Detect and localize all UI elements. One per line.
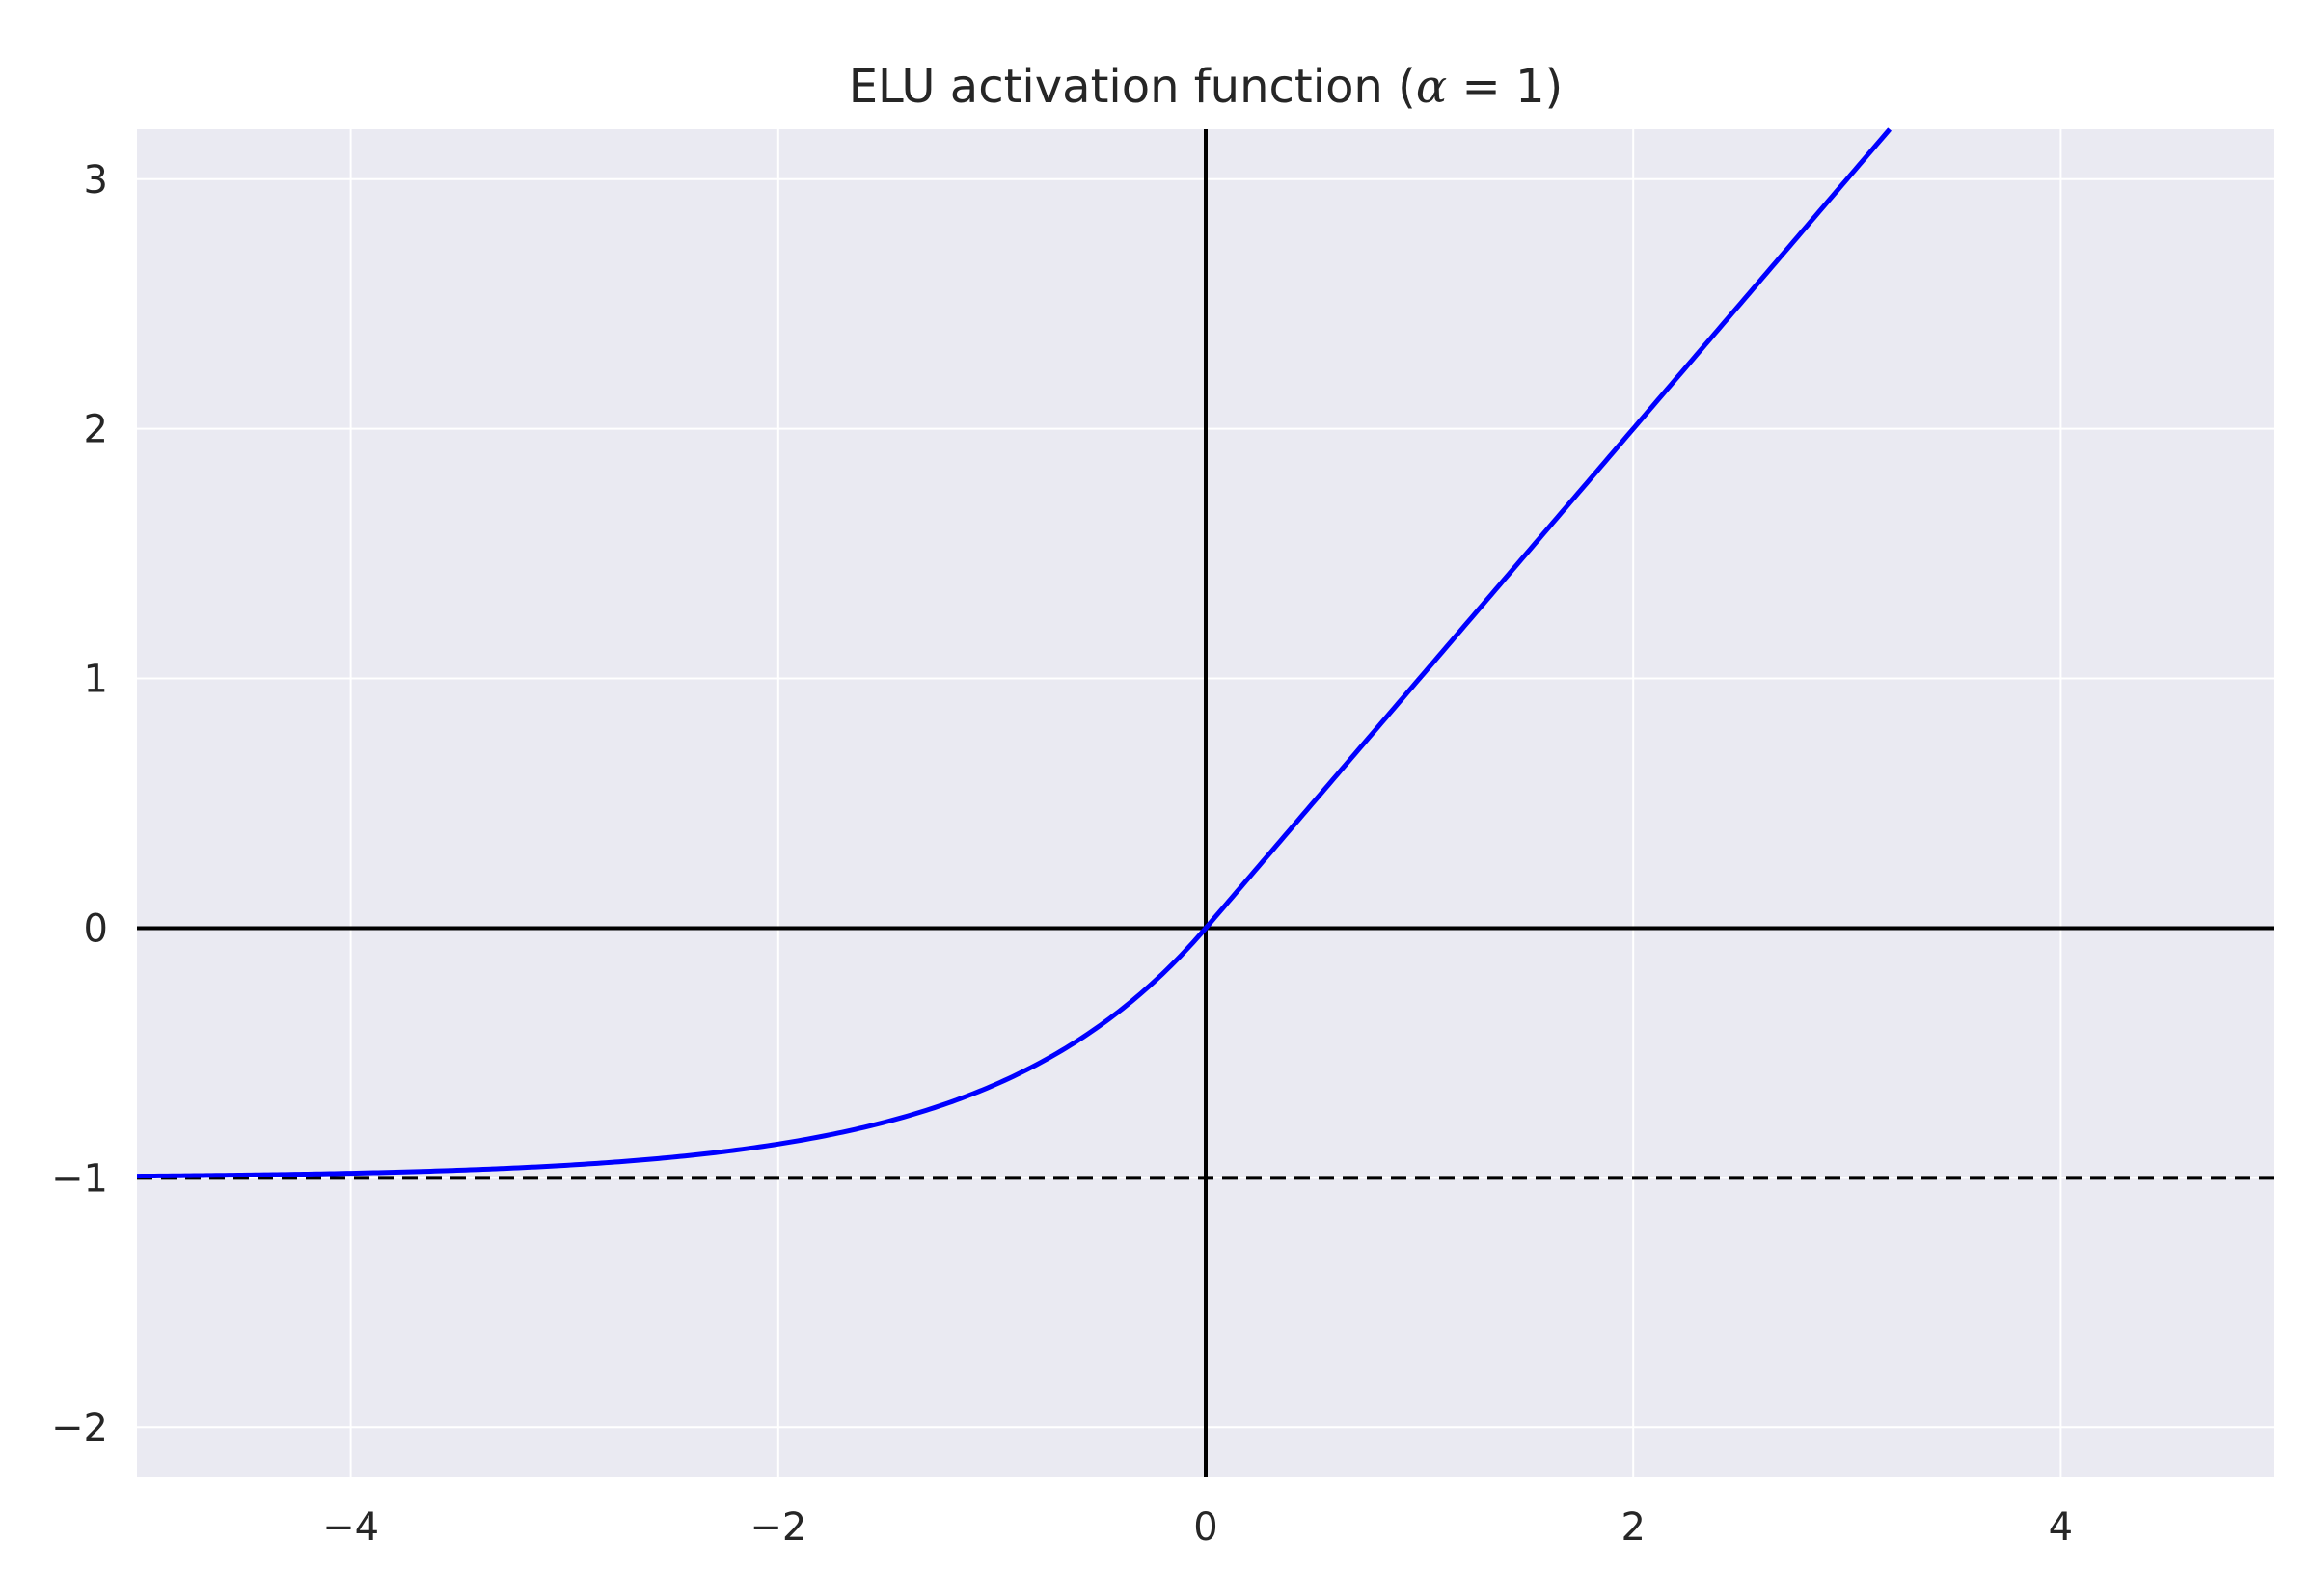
y-tick-label-3: 1	[84, 658, 108, 702]
chart-title-alpha: α	[1416, 60, 1447, 114]
y-tick-label-0: −2	[51, 1406, 108, 1450]
x-tick-label-0: −4	[322, 1505, 379, 1550]
x-tick-label-1: −2	[749, 1505, 806, 1550]
chart-title: ELU activation function (α = 1)	[849, 60, 1564, 114]
y-tick-label-5: 3	[84, 158, 108, 203]
x-axis-ticks: −4 −2 0 2 4	[322, 1505, 2073, 1550]
series-layer	[136, 127, 1893, 1179]
y-tick-label-4: 2	[84, 408, 108, 452]
y-tick-label-1: −1	[51, 1156, 108, 1201]
elu-curve-line	[136, 127, 1893, 1179]
x-tick-label-2: 0	[1193, 1505, 1217, 1550]
x-tick-label-3: 2	[1620, 1505, 1645, 1550]
chart-title-prefix: ELU activation function (	[849, 60, 1416, 114]
y-axis-ticks: −2 −1 0 1 2 3	[51, 158, 108, 1450]
y-tick-label-2: 0	[84, 906, 108, 951]
chart-title-equals: = 1)	[1447, 60, 1563, 114]
x-tick-label-4: 4	[2049, 1505, 2073, 1550]
